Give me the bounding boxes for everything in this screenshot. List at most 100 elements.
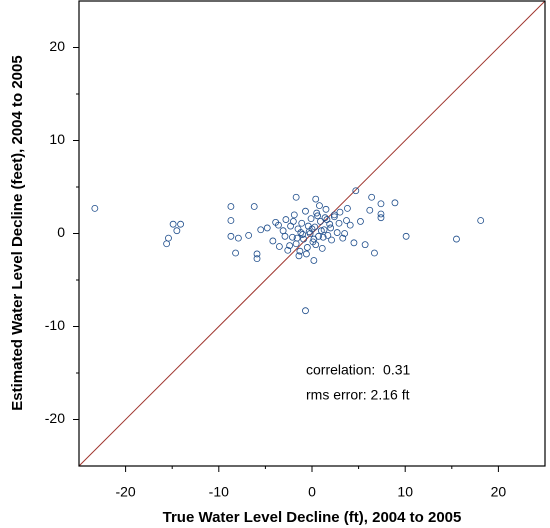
point	[169, 220, 177, 228]
point	[253, 255, 261, 263]
point	[391, 199, 399, 207]
point	[323, 216, 331, 223]
point	[344, 204, 351, 212]
point	[307, 215, 315, 223]
point	[227, 217, 235, 224]
point	[361, 241, 369, 249]
point	[227, 203, 235, 210]
point	[317, 227, 325, 235]
point	[318, 244, 326, 252]
x-tick-label: -10	[209, 484, 229, 500]
point	[232, 249, 239, 257]
point	[177, 220, 184, 228]
point	[321, 214, 329, 222]
point	[275, 243, 283, 250]
point	[477, 217, 485, 224]
x-tick-label: -20	[115, 484, 135, 500]
y-tick-label: 10	[49, 131, 65, 147]
point	[328, 236, 335, 244]
point	[339, 234, 347, 242]
point	[377, 210, 385, 218]
point	[302, 207, 309, 215]
point	[312, 195, 320, 203]
point	[343, 217, 350, 224]
point	[250, 203, 258, 210]
point	[295, 252, 303, 260]
point	[299, 231, 307, 238]
point	[346, 221, 354, 229]
point	[302, 307, 309, 315]
point	[341, 230, 349, 237]
point	[227, 232, 235, 240]
point	[286, 242, 294, 249]
point	[290, 211, 298, 219]
point	[293, 234, 301, 242]
point	[303, 244, 311, 251]
point	[319, 233, 327, 241]
point	[303, 250, 310, 258]
point	[292, 240, 300, 248]
point	[257, 226, 265, 234]
y-tick-label: 20	[49, 38, 65, 54]
point	[335, 219, 343, 227]
point	[333, 229, 341, 236]
point	[350, 239, 358, 247]
point	[322, 205, 330, 213]
point	[377, 200, 385, 208]
x-tick-label: 0	[308, 484, 316, 500]
y-tick-label: -20	[45, 410, 65, 426]
point	[298, 219, 306, 227]
point	[310, 235, 318, 243]
point	[281, 232, 289, 240]
point	[316, 202, 323, 210]
point	[327, 224, 335, 232]
point	[245, 231, 253, 239]
x-tick-label: 10	[397, 484, 413, 500]
point	[234, 234, 242, 242]
point	[163, 240, 171, 248]
point	[306, 230, 314, 237]
point	[320, 226, 328, 234]
point	[313, 209, 321, 217]
x-axis-title: True Water Level Decline (ft), 2004 to 2…	[163, 509, 462, 526]
point	[357, 218, 364, 225]
point	[314, 212, 321, 220]
point	[292, 193, 300, 201]
point	[275, 221, 282, 229]
point	[296, 247, 304, 255]
point	[316, 218, 324, 225]
point	[336, 208, 344, 216]
point	[289, 218, 297, 225]
point	[366, 206, 374, 214]
point	[289, 233, 296, 241]
point	[371, 249, 378, 257]
point	[402, 232, 410, 240]
point	[253, 250, 261, 258]
point	[173, 227, 181, 235]
point	[263, 224, 271, 232]
annotation: correlation: 0.31	[306, 362, 410, 378]
point	[453, 235, 460, 243]
y-tick-label: -10	[45, 317, 65, 333]
annotation: rms error: 2.16 ft	[306, 387, 410, 403]
point	[269, 237, 277, 245]
point	[300, 235, 308, 243]
point	[330, 213, 338, 221]
point	[165, 234, 172, 242]
point	[282, 216, 290, 223]
point	[284, 246, 292, 254]
point	[324, 231, 332, 239]
point	[279, 227, 287, 235]
point	[310, 257, 318, 264]
point	[368, 193, 376, 201]
point	[330, 211, 338, 219]
x-tick-label: 20	[491, 484, 507, 500]
point	[352, 187, 360, 195]
point	[304, 222, 312, 230]
point	[297, 229, 305, 236]
point	[91, 204, 99, 212]
y-tick-label: 0	[57, 224, 65, 240]
y-axis-title: Estimated Water Level Decline (feet), 20…	[9, 55, 26, 410]
